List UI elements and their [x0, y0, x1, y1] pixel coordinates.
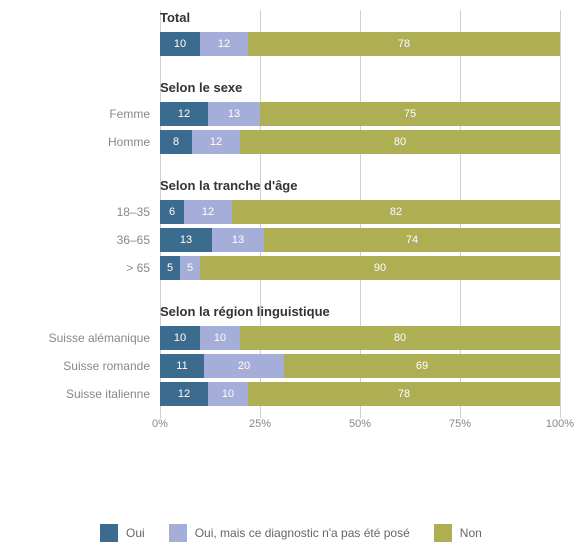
- row-label: Femme: [0, 102, 150, 126]
- bar-segment-oui: 10: [160, 32, 200, 56]
- legend: Oui Oui, mais ce diagnostic n'a pas été p…: [100, 524, 498, 542]
- bar-segment-oui_mais: 5: [180, 256, 200, 280]
- group-title: Selon le sexe: [160, 80, 242, 95]
- row-label: 36–65: [0, 228, 150, 252]
- bar-segment-oui: 11: [160, 354, 204, 378]
- bar-row: 101278: [160, 32, 560, 56]
- bar-segment-non: 69: [284, 354, 560, 378]
- bar-segment-oui: 6: [160, 200, 184, 224]
- legend-label: Oui: [126, 526, 145, 540]
- bar-row: 121078: [160, 382, 560, 406]
- bar-segment-oui_mais: 12: [200, 32, 248, 56]
- bar-row: 131374: [160, 228, 560, 252]
- bar-segment-oui_mais: 20: [204, 354, 284, 378]
- group-title: Selon la région linguistique: [160, 304, 330, 319]
- gridline: [560, 10, 561, 418]
- bar-segment-non: 78: [248, 382, 560, 406]
- bar-segment-oui_mais: 10: [200, 326, 240, 350]
- bar-segment-non: 78: [248, 32, 560, 56]
- legend-swatch-oui: [100, 524, 118, 542]
- axis-tick-label: 50%: [340, 418, 380, 430]
- bar-segment-oui: 5: [160, 256, 180, 280]
- row-label: Suisse romande: [0, 354, 150, 378]
- bar-row: 101080: [160, 326, 560, 350]
- legend-swatch-oui_mais: [169, 524, 187, 542]
- bar-segment-non: 74: [264, 228, 560, 252]
- axis-tick-label: 75%: [440, 418, 480, 430]
- bar-segment-oui: 8: [160, 130, 192, 154]
- group-title: Total: [160, 10, 190, 25]
- bar-segment-oui_mais: 13: [212, 228, 264, 252]
- bar-segment-oui: 12: [160, 382, 208, 406]
- axis-tick-label: 0%: [140, 418, 180, 430]
- bar-segment-oui_mais: 12: [184, 200, 232, 224]
- bar-row: 61282: [160, 200, 560, 224]
- bar-segment-non: 90: [200, 256, 560, 280]
- bar-row: 81280: [160, 130, 560, 154]
- bar-segment-oui_mais: 12: [192, 130, 240, 154]
- bar-segment-non: 75: [260, 102, 560, 126]
- bar-segment-non: 82: [232, 200, 560, 224]
- bar-segment-non: 80: [240, 130, 560, 154]
- axis-tick-label: 100%: [540, 418, 580, 430]
- row-label: 18–35: [0, 200, 150, 224]
- axis-tick-label: 25%: [240, 418, 280, 430]
- legend-label: Oui, mais ce diagnostic n'a pas été posé: [195, 526, 410, 540]
- group-title: Selon la tranche d'âge: [160, 178, 297, 193]
- bar-segment-oui: 13: [160, 228, 212, 252]
- bar-row: 121375: [160, 102, 560, 126]
- bar-segment-non: 80: [240, 326, 560, 350]
- row-label: Homme: [0, 130, 150, 154]
- bar-row: 112069: [160, 354, 560, 378]
- bar-segment-oui: 10: [160, 326, 200, 350]
- bar-segment-oui_mais: 13: [208, 102, 260, 126]
- bar-segment-oui: 12: [160, 102, 208, 126]
- bar-row: 5590: [160, 256, 560, 280]
- row-label: > 65: [0, 256, 150, 280]
- row-label: Suisse alémanique: [0, 326, 150, 350]
- bar-segment-oui_mais: 10: [208, 382, 248, 406]
- legend-label: Non: [460, 526, 482, 540]
- row-label: Suisse italienne: [0, 382, 150, 406]
- legend-swatch-non: [434, 524, 452, 542]
